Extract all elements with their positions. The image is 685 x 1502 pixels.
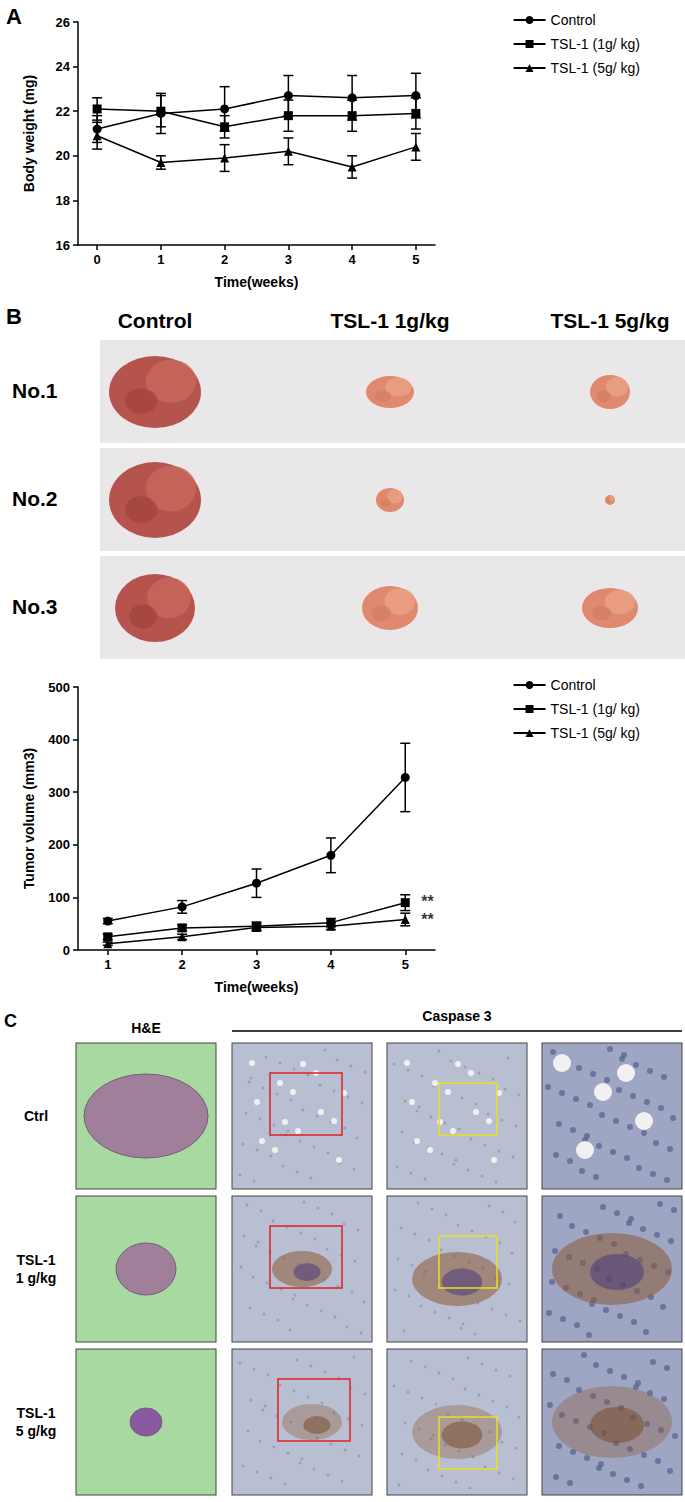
svg-text:400: 400 bbox=[48, 732, 70, 747]
svg-text:TSL-1 (5g/ kg): TSL-1 (5g/ kg) bbox=[551, 60, 640, 76]
svg-text:20: 20 bbox=[56, 148, 70, 163]
svg-text:4: 4 bbox=[327, 957, 335, 972]
svg-text:3: 3 bbox=[285, 252, 292, 267]
svg-text:16: 16 bbox=[56, 238, 70, 253]
svg-text:Time(weeks): Time(weeks) bbox=[215, 274, 299, 290]
svg-text:1 g/kg: 1 g/kg bbox=[16, 1270, 56, 1286]
svg-text:24: 24 bbox=[56, 59, 71, 74]
svg-text:22: 22 bbox=[56, 104, 70, 119]
svg-text:2: 2 bbox=[221, 252, 228, 267]
svg-text:B: B bbox=[6, 304, 22, 329]
svg-text:5: 5 bbox=[412, 252, 419, 267]
svg-text:TSL-1 (1g/ kg): TSL-1 (1g/ kg) bbox=[551, 701, 640, 717]
svg-text:2: 2 bbox=[179, 957, 186, 972]
svg-text:TSL-1 1g/kg: TSL-1 1g/kg bbox=[330, 309, 449, 332]
svg-text:TSL-1 (5g/ kg): TSL-1 (5g/ kg) bbox=[551, 725, 640, 741]
html-text:A: A bbox=[6, 4, 22, 29]
svg-text:100: 100 bbox=[48, 890, 70, 905]
svg-text:500: 500 bbox=[48, 680, 70, 695]
svg-text:Control: Control bbox=[551, 677, 596, 693]
svg-text:C: C bbox=[4, 1011, 17, 1031]
svg-text:TSL-1 5g/kg: TSL-1 5g/kg bbox=[550, 309, 669, 332]
svg-text:H&E: H&E bbox=[131, 1020, 161, 1036]
svg-text:300: 300 bbox=[48, 785, 70, 800]
svg-text:3: 3 bbox=[253, 957, 260, 972]
svg-text:0: 0 bbox=[94, 252, 101, 267]
svg-text:TSL-1 (1g/ kg): TSL-1 (1g/ kg) bbox=[551, 36, 640, 52]
svg-text:TSL-1: TSL-1 bbox=[17, 1252, 56, 1268]
svg-text:1: 1 bbox=[104, 957, 111, 972]
svg-text:No.2: No.2 bbox=[12, 487, 58, 510]
svg-text:Caspase 3: Caspase 3 bbox=[422, 1008, 491, 1024]
svg-text:1: 1 bbox=[157, 252, 164, 267]
svg-text:Time(weeks): Time(weeks) bbox=[215, 979, 299, 995]
svg-text:Ctrl: Ctrl bbox=[24, 1108, 48, 1124]
svg-text:Body weight (mg): Body weight (mg) bbox=[21, 75, 37, 192]
svg-text:5: 5 bbox=[402, 957, 409, 972]
svg-text:Tumor volume (mm3): Tumor volume (mm3) bbox=[21, 748, 37, 889]
svg-text:**: ** bbox=[421, 911, 434, 928]
svg-text:26: 26 bbox=[56, 15, 70, 30]
svg-text:Control: Control bbox=[551, 12, 596, 28]
svg-text:5 g/kg: 5 g/kg bbox=[16, 1423, 56, 1439]
svg-text:Control: Control bbox=[118, 309, 193, 332]
svg-text:200: 200 bbox=[48, 837, 70, 852]
svg-text:No.1: No.1 bbox=[12, 379, 58, 402]
svg-text:0: 0 bbox=[63, 943, 70, 958]
svg-text:4: 4 bbox=[349, 252, 357, 267]
svg-text:No.3: No.3 bbox=[12, 595, 58, 618]
svg-text:TSL-1: TSL-1 bbox=[17, 1405, 56, 1421]
svg-text:18: 18 bbox=[56, 193, 70, 208]
svg-text:**: ** bbox=[421, 893, 434, 910]
